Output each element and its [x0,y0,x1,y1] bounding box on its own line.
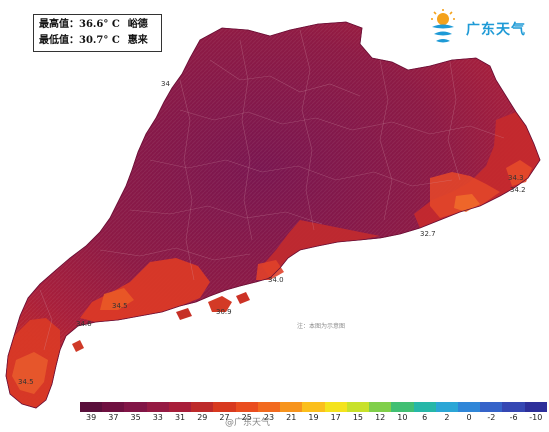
min-place: 惠来 [127,35,148,46]
watermark: @广东天气 [225,418,271,428]
station-label: 30.9 [216,308,232,316]
station-label: 34.5 [18,378,34,386]
legend-label: 17 [330,413,341,422]
legend-label: 21 [286,413,297,422]
legend-label: 0 [466,413,472,422]
county-boundaries [39,29,505,351]
station-label: 34.6 [76,320,92,328]
legend-swatch [235,402,258,412]
island [176,308,192,320]
legend-label: 31 [174,413,186,422]
legend-label: 23 [263,413,275,422]
coastal-orange-patch [454,194,480,212]
max-value: 36.6° C [79,19,120,30]
max-label: 最高值： [39,19,79,30]
min-value: 30.7° C [79,35,120,46]
station-label: 34.2 [510,186,526,194]
legend-swatch [391,402,414,412]
legend-swatch [457,402,481,412]
legend-label: 19 [308,413,319,422]
legend-label: 35 [130,413,141,422]
island [72,340,84,352]
legend-label: 25 [241,413,252,422]
legend-label: 33 [152,413,163,422]
legend-label: 27 [219,413,230,422]
legend-swatch [102,402,125,412]
station-label: 34 [161,80,170,88]
max-value-row: 最高值：36.6° C 峪德 [39,17,161,33]
legend-label: 2 [444,413,450,422]
legend-label: -10 [529,413,543,422]
legend-swatch [146,402,169,412]
legend-label: 12 [375,413,386,422]
legend-swatch [124,402,147,412]
legend-label: 37 [108,413,119,422]
map-note: 注：本图为示意图 [297,323,346,330]
temperature-legend: 39 37 35 33 31 29 27 25 23 21 19 17 15 12 10 6 2 0 -2 -6 -10 [80,402,547,424]
legend-label: -6 [509,413,518,422]
extreme-values-box: 最高值：36.6° C 峪德 最低值：30.7° C 惠来 [33,14,162,52]
station-labels: 34 34.2 32.7 34.3 34.0 30.9 34.5 34.6 34… [18,80,526,386]
legend-label: -2 [487,413,496,422]
min-value-row: 最低值：30.7° C 惠来 [39,33,161,49]
legend-swatch [302,402,325,412]
legend-color-bar [80,402,547,412]
brand-name: 广东天气 [466,22,526,38]
legend-swatch [435,402,458,412]
legend-labels: 39 37 35 33 31 29 27 25 23 21 19 17 15 12 10 6 2 0 -2 -6 -10 [80,413,547,422]
brand-header: 广东天气 [428,8,542,50]
legend-swatch [213,402,236,412]
min-label: 最低值： [39,35,79,46]
legend-label: 6 [422,413,428,422]
sun-cloud-wave-logo-icon [431,9,455,43]
legend-label: 39 [86,413,97,422]
legend-swatch [502,402,525,412]
max-place: 峪德 [127,19,148,30]
legend-swatch [80,402,103,412]
legend-swatch [168,402,192,412]
legend-swatch [524,402,547,412]
legend-swatch [369,402,392,412]
legend-label: 10 [397,413,408,422]
legend-swatch [257,402,281,412]
station-label: 34.5 [112,302,128,310]
station-label: 34.0 [268,276,284,284]
legend-label: 29 [197,413,208,422]
legend-swatch [324,402,347,412]
legend-swatch [280,402,303,412]
legend-label: 15 [352,413,364,422]
legend-swatch [346,402,370,412]
island [208,296,232,312]
legend-swatch [480,402,503,412]
station-label: 34.3 [508,174,524,182]
legend-swatch [191,402,214,412]
station-label: 32.7 [420,230,436,238]
south-coast-warm-zone [262,220,380,278]
island [236,292,250,304]
legend-swatch [413,402,436,412]
